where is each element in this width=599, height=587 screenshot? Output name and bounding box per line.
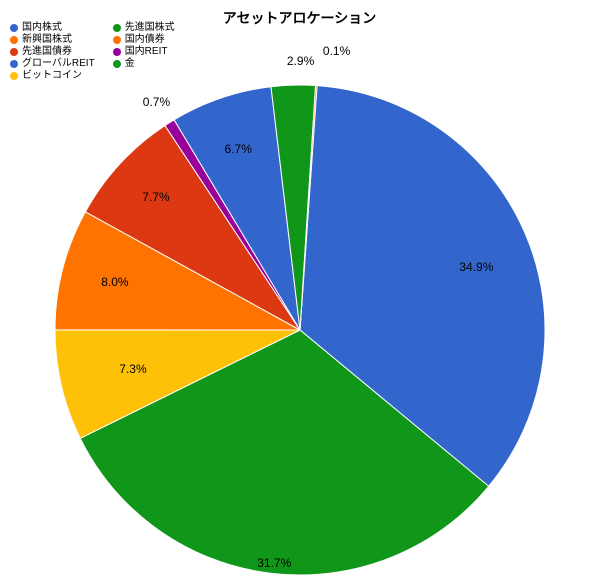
pie-chart xyxy=(0,0,599,587)
